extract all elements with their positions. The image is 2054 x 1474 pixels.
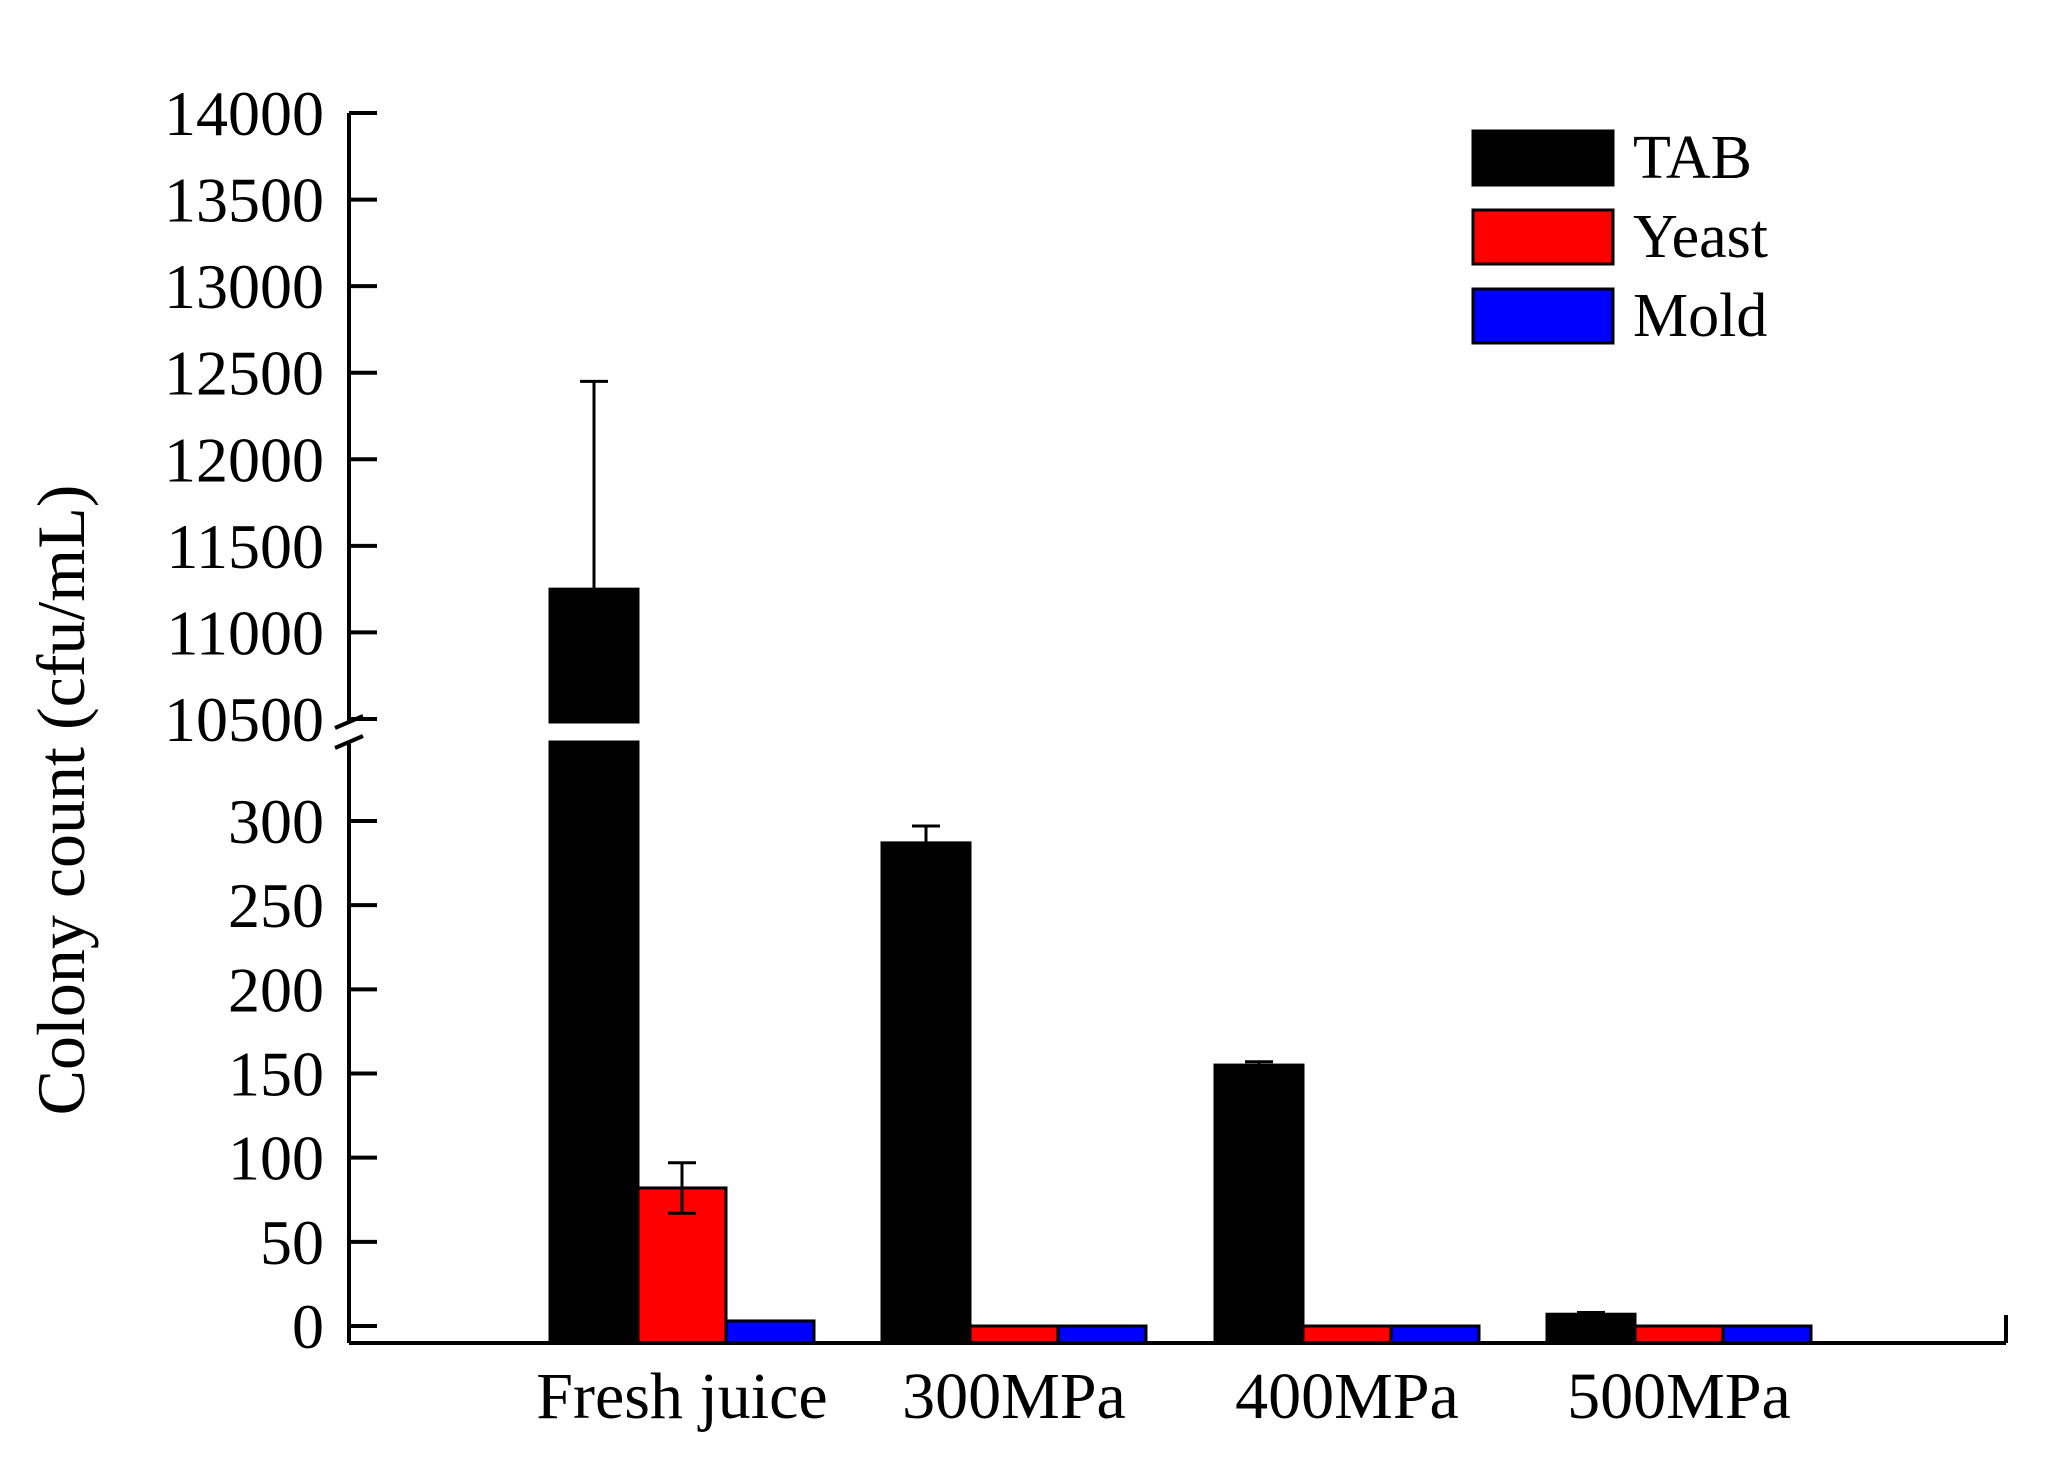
bar-tab-1 <box>880 841 972 1345</box>
category-labels-group: Fresh juice 300MPa 400MPa 500MPa <box>536 1360 1791 1433</box>
x-category-label-3: 500MPa <box>1567 1360 1791 1433</box>
bar-mold-3 <box>1721 1324 1813 1345</box>
bar-yeast-2 <box>1301 1324 1393 1345</box>
bars-group <box>548 587 1813 1345</box>
x-category-label-0: Fresh juice <box>536 1360 827 1433</box>
bar-yeast-1 <box>968 1324 1060 1345</box>
y-axis-label: Colony count (cfu/mL) <box>23 485 99 1116</box>
axis-break-mark-bottom <box>334 734 364 750</box>
legend-label-mold: Mold <box>1633 282 1767 350</box>
y-tick-label-150: 150 <box>228 1039 324 1110</box>
legend-swatch-tab <box>1471 129 1615 187</box>
y-tick-label-12500: 12500 <box>164 338 324 409</box>
y-tick-label-10500: 10500 <box>164 684 324 755</box>
bar-mold-1 <box>1056 1324 1148 1345</box>
bar-tab-0-upper <box>548 587 640 724</box>
y-tick-label-50: 50 <box>260 1207 324 1278</box>
legend-label-tab: TAB <box>1633 124 1752 192</box>
x-category-label-1: 300MPa <box>902 1360 1126 1433</box>
y-tick-label-11000: 11000 <box>166 597 324 668</box>
legend-swatch-yeast <box>1471 208 1615 266</box>
y-tick-label-11500: 11500 <box>166 511 324 582</box>
ticks-group: 0 50 100 150 200 250 300 10500 11000 11500 12000 12… <box>164 78 377 1362</box>
bar-mold-2 <box>1389 1324 1481 1345</box>
x-category-label-2: 400MPa <box>1235 1360 1459 1433</box>
legend-swatch-mold <box>1471 287 1615 345</box>
bar-mold-0 <box>724 1319 816 1345</box>
y-tick-label-13500: 13500 <box>164 165 324 236</box>
y-tick-label-13000: 13000 <box>164 251 324 322</box>
y-tick-label-14000: 14000 <box>164 78 324 149</box>
y-tick-label-200: 200 <box>228 954 324 1025</box>
bar-tab-3 <box>1545 1312 1637 1345</box>
bar-tab-2 <box>1213 1063 1305 1345</box>
bar-tab-0-lower <box>548 740 640 1345</box>
y-tick-label-100: 100 <box>228 1123 324 1194</box>
bar-yeast-3 <box>1633 1324 1725 1345</box>
legend-label-yeast: Yeast <box>1633 203 1768 271</box>
y-tick-label-0: 0 <box>292 1291 324 1362</box>
legend: TAB Yeast Mold <box>1471 124 1768 350</box>
error-bars-group <box>580 379 1605 1318</box>
y-tick-label-12000: 12000 <box>164 424 324 495</box>
y-tick-label-250: 250 <box>228 870 324 941</box>
y-tick-label-300: 300 <box>228 786 324 857</box>
